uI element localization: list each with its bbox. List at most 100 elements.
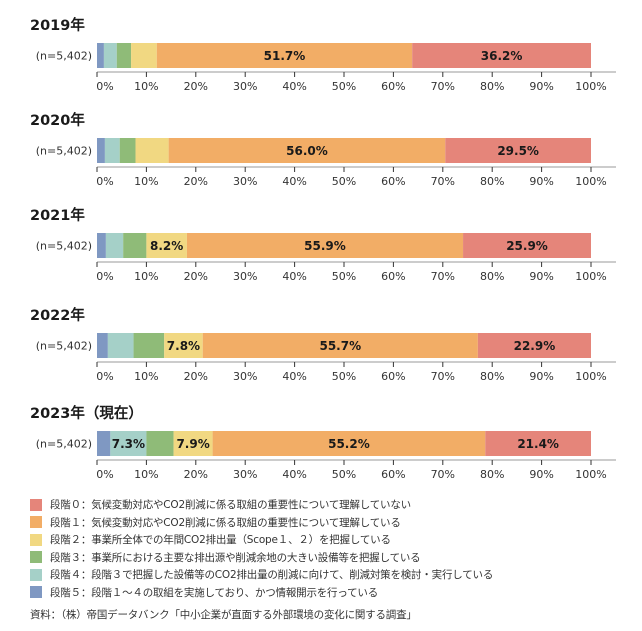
x-tick-label: 30%	[233, 175, 257, 188]
x-tick-label: 20%	[184, 175, 208, 188]
bar-segment-2	[146, 431, 174, 456]
legend-label: 段階５：段階１～４の取組を実施しており、かつ情報開示を行っている	[50, 586, 379, 599]
x-tick-label: 40%	[282, 175, 306, 188]
x-tick-label: 0%	[96, 270, 113, 283]
x-tick-label: 50%	[332, 370, 356, 383]
category-label: (n=5,402)	[36, 145, 92, 158]
chart-panel-4: 2022年 (n=5,402) 7.8% 55.7% 22.9% 0% 10% 20% 30% 4…	[30, 306, 616, 383]
x-tick-label: 70%	[431, 468, 455, 481]
data-label: 36.2%	[481, 49, 523, 63]
data-label: 21.4%	[517, 437, 559, 451]
x-tick-label: 50%	[332, 175, 356, 188]
data-label: 22.9%	[514, 339, 556, 353]
legend-swatch	[30, 516, 42, 529]
x-tick-label: 30%	[233, 468, 257, 481]
chart-title: 2021年	[30, 206, 85, 224]
legend-item-stage-5: 段階５：段階１～４の取組を実施しており、かつ情報開示を行っている	[30, 584, 493, 602]
category-label: (n=5,402)	[36, 340, 92, 353]
legend-swatch	[30, 551, 42, 564]
x-tick-label: 0%	[96, 175, 113, 188]
x-tick-label: 20%	[184, 270, 208, 283]
chart-panel-3: 2021年 (n=5,402) 8.2% 55.9% 25.9% 0% 10% 20% 30% 4…	[30, 206, 616, 283]
bar-segment-0	[97, 233, 106, 258]
data-label: 8.2%	[150, 239, 183, 253]
x-tick-label: 60%	[381, 468, 405, 481]
x-tick-label: 80%	[480, 270, 504, 283]
legend-label: 段階１：気候変動対応やCO2削減に係る取組の重要性について理解している	[50, 516, 401, 529]
legend-swatch	[30, 586, 42, 599]
legend-swatch	[30, 568, 42, 581]
chart-panel-5: 2023年（現在） (n=5,402) 7.3% 7.9% 55.2% 21.4% 0% 10…	[30, 404, 616, 481]
bar-segment-4	[202, 333, 478, 358]
legend-item-stage-2: 段階２：事業所全体での年間CO2排出量（Scope１、２）を把握している	[30, 531, 493, 549]
data-label: 51.7%	[264, 49, 306, 63]
legend-label: 段階４：段階３で把握した設備等のCO2排出量の削減に向けて、削減対策を検討・実行…	[50, 569, 494, 582]
bar-segment-0	[97, 138, 105, 163]
bar-segment-4	[156, 43, 413, 68]
legend: 段階０：気候変動対応やCO2削減に係る取組の重要性について理解していない 段階１…	[30, 496, 493, 601]
x-tick-label: 100%	[575, 175, 606, 188]
x-tick-label: 80%	[480, 370, 504, 383]
bar-segment-5	[412, 43, 591, 68]
x-tick-label: 10%	[134, 270, 158, 283]
bar-segment-5	[445, 138, 591, 163]
bar-segment-3	[131, 43, 157, 68]
x-tick-label: 60%	[381, 270, 405, 283]
bar-segment-0	[97, 333, 108, 358]
x-tick-label: 90%	[529, 468, 553, 481]
x-tick-label: 0%	[96, 370, 113, 383]
bar-segment-1	[107, 333, 134, 358]
x-tick-label: 40%	[282, 468, 306, 481]
x-tick-label: 100%	[575, 270, 606, 283]
bar-segment-2	[133, 333, 165, 358]
x-tick-label: 70%	[431, 80, 455, 93]
x-tick-label: 30%	[233, 80, 257, 93]
chart-title: 2019年	[30, 16, 85, 34]
chart-title: 2022年	[30, 306, 85, 324]
x-tick-label: 60%	[381, 175, 405, 188]
source-note: 資料：（株）帝国データバンク「中小企業が直面する外部環境の変化に関する調査」	[30, 609, 417, 621]
bar-segment-3	[173, 431, 213, 456]
legend-label: 段階２：事業所全体での年間CO2排出量（Scope１、２）を把握している	[50, 534, 391, 547]
x-tick-label: 20%	[184, 370, 208, 383]
bar-segment-5	[485, 431, 591, 456]
bar-segment-4	[186, 233, 464, 258]
x-tick-label: 50%	[332, 270, 356, 283]
x-tick-label: 100%	[575, 80, 606, 93]
category-label: (n=5,402)	[36, 438, 92, 451]
x-tick-label: 80%	[480, 175, 504, 188]
chart-title: 2020年	[30, 111, 85, 129]
x-tick-label: 80%	[480, 80, 504, 93]
category-label: (n=5,402)	[36, 50, 92, 63]
bar-segment-3	[164, 333, 203, 358]
x-tick-label: 90%	[529, 370, 553, 383]
bar-segment-0	[97, 43, 104, 68]
data-label: 55.7%	[319, 339, 361, 353]
x-tick-label: 90%	[529, 80, 553, 93]
bar-segment-4	[168, 138, 446, 163]
bar-segment-5	[463, 233, 591, 258]
data-label: 7.3%	[112, 437, 145, 451]
data-label: 55.2%	[328, 437, 370, 451]
legend-item-stage-0: 段階０：気候変動対応やCO2削減に係る取組の重要性について理解していない	[30, 496, 493, 514]
x-tick-label: 90%	[529, 270, 553, 283]
chart-title: 2023年（現在）	[30, 404, 143, 422]
bar-segment-0	[97, 431, 111, 456]
x-tick-label: 30%	[233, 270, 257, 283]
legend-label: 段階０：気候変動対応やCO2削減に係る取組の重要性について理解していない	[50, 499, 411, 512]
bar-segment-2	[116, 43, 132, 68]
data-label: 25.9%	[506, 239, 548, 253]
x-tick-label: 60%	[381, 370, 405, 383]
bar-segment-2	[123, 233, 147, 258]
x-tick-label: 10%	[134, 175, 158, 188]
data-label: 56.0%	[286, 144, 328, 158]
bar-segment-3	[146, 233, 187, 258]
x-tick-label: 10%	[134, 468, 158, 481]
bar-segment-5	[477, 333, 591, 358]
x-tick-label: 80%	[480, 468, 504, 481]
legend-item-stage-3: 段階３：事業所における主要な排出源や削減余地の大きい設備等を把握している	[30, 549, 493, 567]
bar-segment-1	[110, 431, 147, 456]
x-tick-label: 90%	[529, 175, 553, 188]
x-tick-label: 20%	[184, 80, 208, 93]
chart-panel-1: 2019年 (n=5,402) 51.7% 36.2% 0% 10% 20% 30% 40% 50…	[30, 16, 616, 93]
